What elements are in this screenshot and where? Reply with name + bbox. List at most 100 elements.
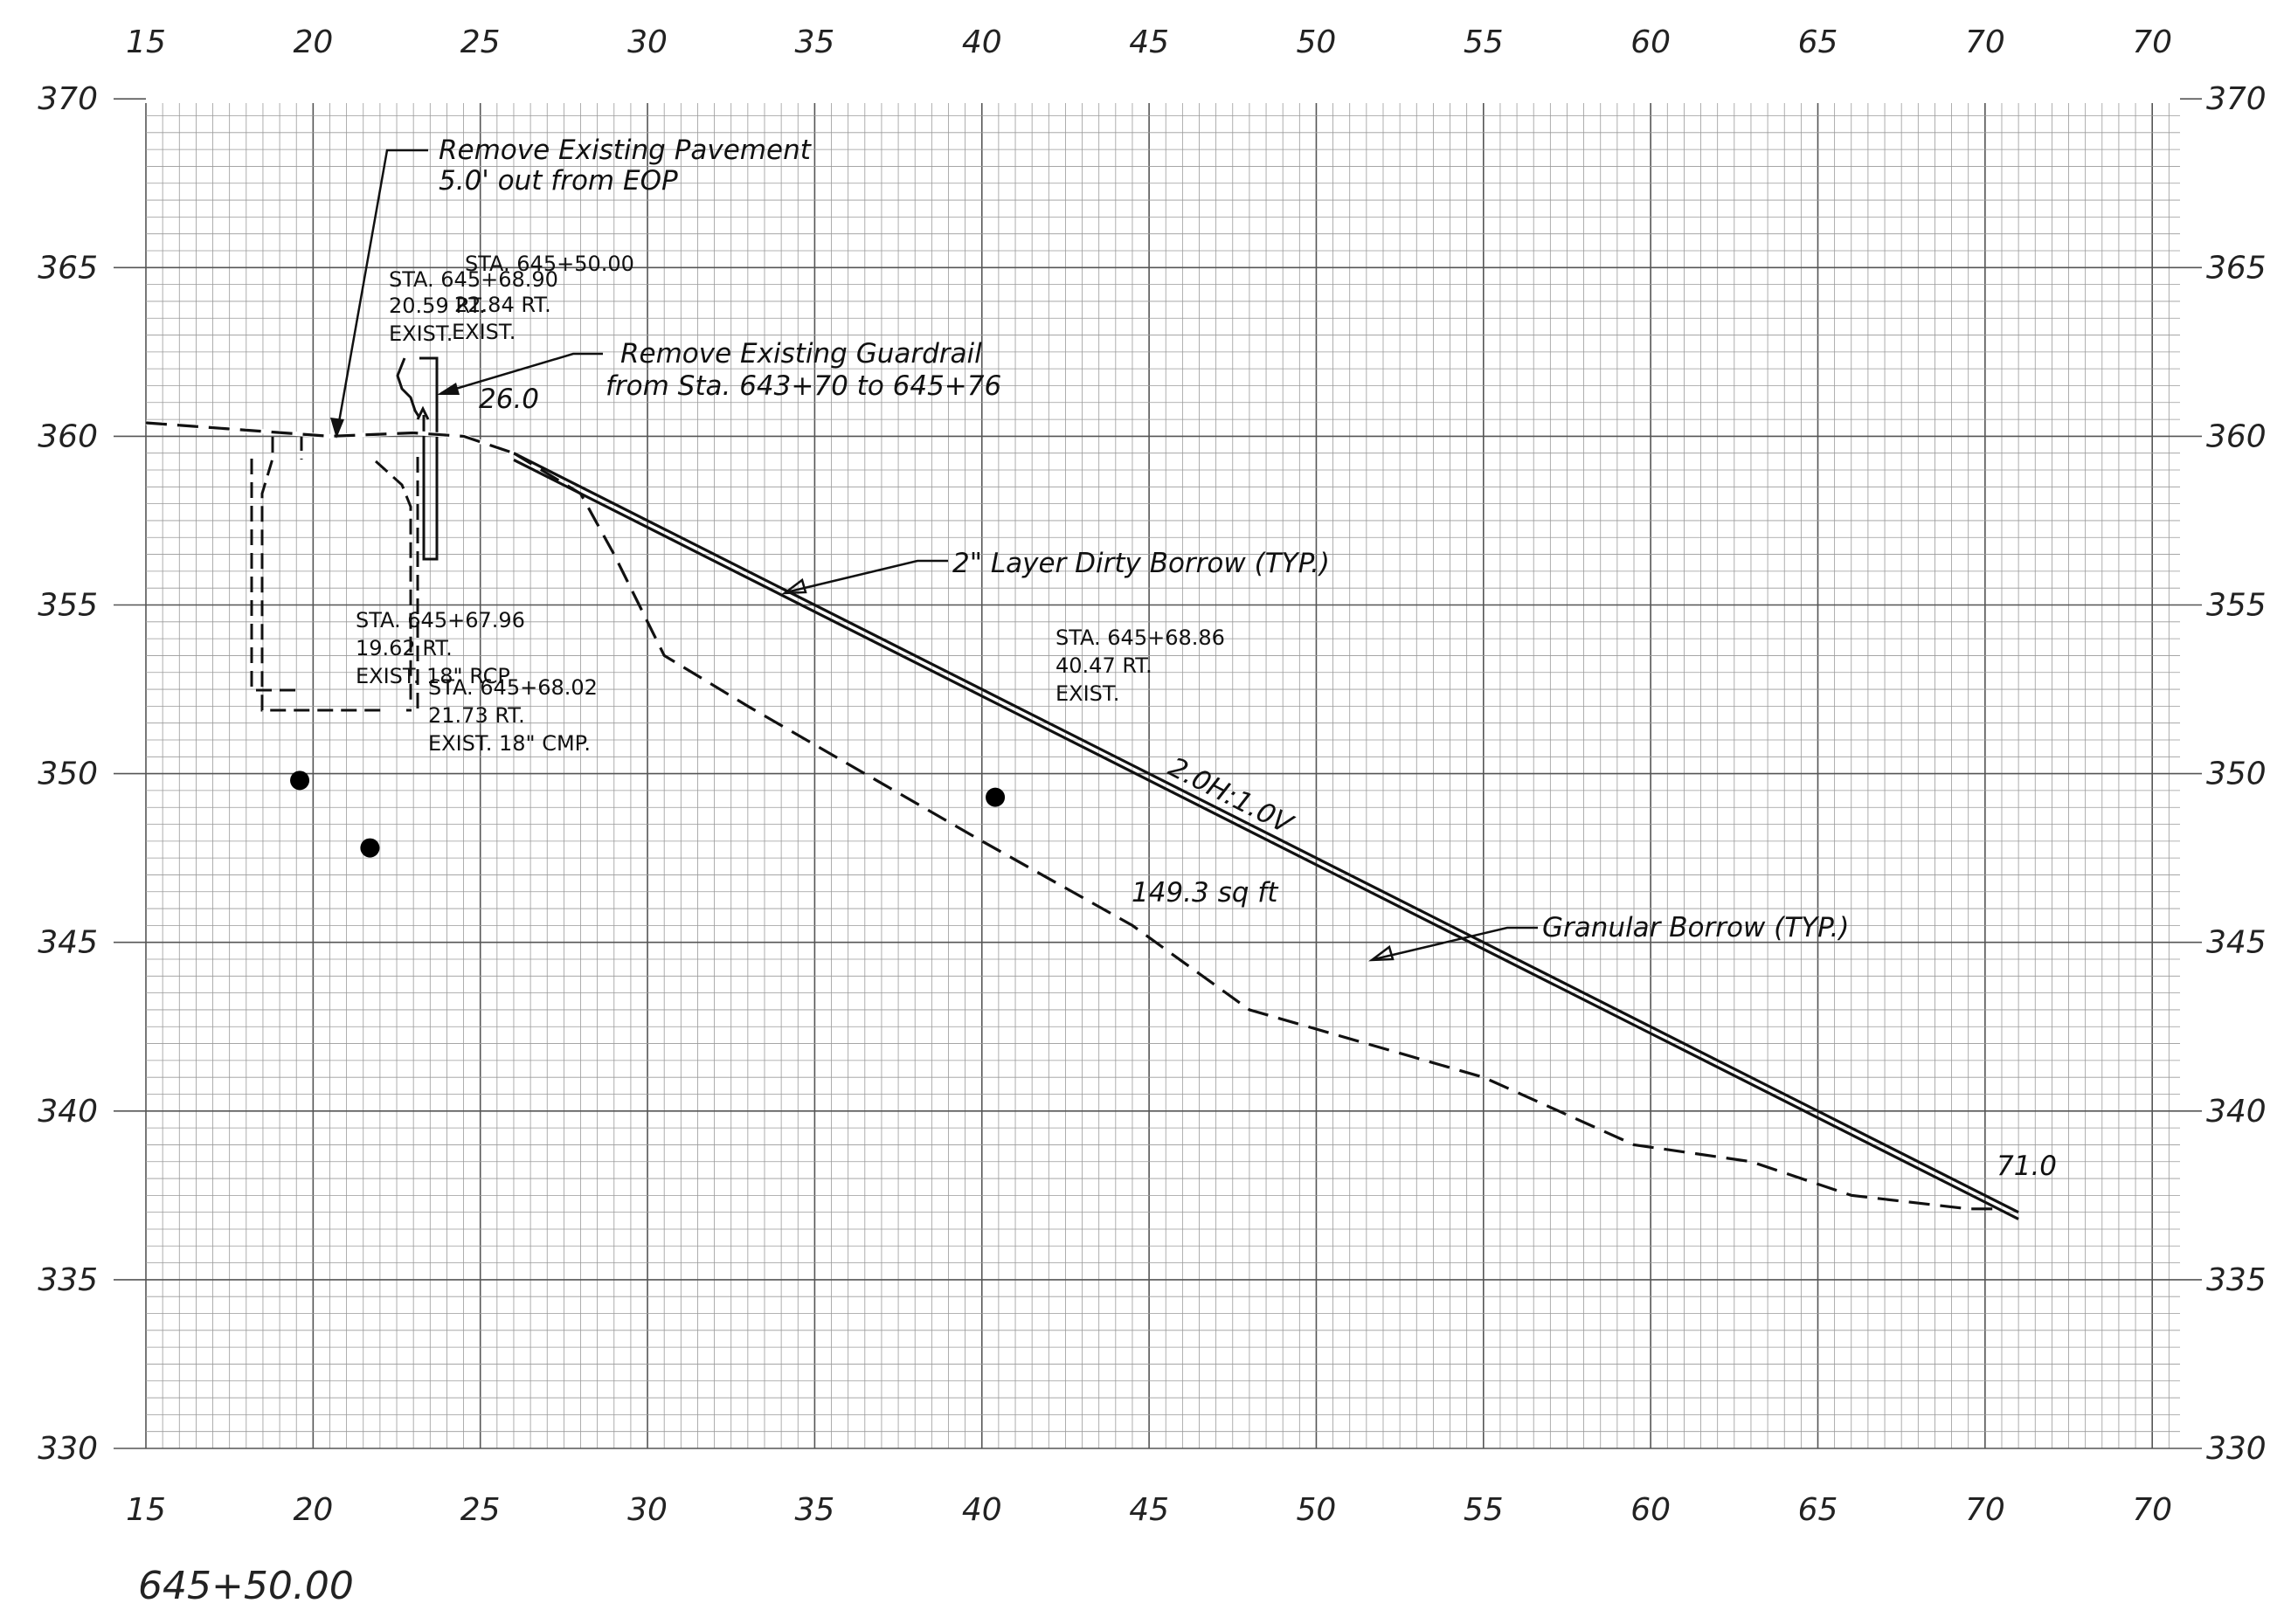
y-axis-left: 370 365 360 355 350 345 340 335 330 bbox=[38, 81, 146, 1467]
y-tick-label-left: 345 bbox=[38, 925, 98, 961]
y-tick-label-right: 345 bbox=[2206, 925, 2267, 961]
svg-text:40.47 RT.: 40.47 RT. bbox=[1055, 653, 1152, 678]
x-tick-label-top: 30 bbox=[627, 24, 668, 60]
guardrail-post bbox=[396, 356, 439, 561]
svg-text:EXIST.: EXIST. bbox=[452, 320, 516, 344]
svg-text:STA. 645+50.00: STA. 645+50.00 bbox=[465, 252, 634, 276]
svg-text:STA. 645+68.86: STA. 645+68.86 bbox=[1055, 625, 1225, 650]
note-remove-pavement-1: Remove Existing Pavement bbox=[439, 135, 813, 166]
y-tick-label-left: 350 bbox=[38, 757, 98, 792]
x-tick-label-bottom: 35 bbox=[794, 1492, 834, 1528]
y-tick-label-right: 350 bbox=[2206, 757, 2267, 792]
svg-text:EXIST. 18" CMP.: EXIST. 18" CMP. bbox=[428, 731, 591, 756]
leaders bbox=[330, 149, 1538, 962]
y-axis-right: 370 365 360 355 350 345 340 335 330 bbox=[2180, 81, 2267, 1467]
leader-dirty-borrow bbox=[786, 559, 948, 594]
right-end-offset: 71.0 bbox=[1997, 1151, 2057, 1182]
existing-point-marker bbox=[290, 771, 310, 791]
left-end-offset: 26.0 bbox=[479, 384, 539, 415]
existing-pavement-surface bbox=[145, 421, 515, 455]
svg-text:STA. 645+68.02: STA. 645+68.02 bbox=[428, 675, 598, 700]
svg-text:EXIST.: EXIST. bbox=[389, 321, 453, 346]
x-tick-label-bottom: 30 bbox=[627, 1492, 668, 1528]
existing-point-marker bbox=[986, 787, 1006, 807]
x-tick-label-bottom: 50 bbox=[1297, 1492, 1337, 1528]
dirty-borrow-layer-line bbox=[513, 458, 2019, 1220]
x-tick-label-top: 40 bbox=[962, 24, 1002, 60]
y-tick-label-left: 365 bbox=[38, 250, 98, 286]
note-dirty-borrow: 2" Layer Dirty Borrow (TYP.) bbox=[952, 548, 1330, 579]
y-tick-label-left: 330 bbox=[38, 1431, 98, 1467]
existing-ground-line bbox=[513, 452, 2002, 1211]
x-tick-label-bottom: 20 bbox=[293, 1492, 333, 1528]
area-label: 149.3 sq ft bbox=[1132, 877, 1279, 909]
x-tick-label-bottom: 65 bbox=[1798, 1492, 1838, 1528]
x-tick-label-top: 55 bbox=[1464, 24, 1504, 60]
x-tick-label-top: 50 bbox=[1297, 24, 1337, 60]
leader-guardrail bbox=[440, 352, 603, 395]
x-tick-label-top: 25 bbox=[460, 24, 501, 60]
x-tick-label-top: 70 bbox=[2132, 24, 2172, 60]
svg-text:STA. 645+67.96: STA. 645+67.96 bbox=[356, 608, 525, 632]
x-tick-label-top: 35 bbox=[794, 24, 834, 60]
existing-structures bbox=[250, 435, 419, 712]
y-tick-label-right: 370 bbox=[2206, 81, 2267, 117]
leader-granular-borrow bbox=[1374, 926, 1538, 961]
existing-point-marker bbox=[360, 838, 380, 858]
y-tick-label-right: 335 bbox=[2206, 1262, 2267, 1298]
svg-text:19.62 RT.: 19.62 RT. bbox=[356, 636, 453, 660]
y-tick-label-left: 370 bbox=[38, 81, 98, 117]
y-tick-label-right: 340 bbox=[2206, 1094, 2267, 1130]
leader-guardrail-arrowhead bbox=[437, 383, 460, 395]
x-tick-label-bottom: 70 bbox=[1965, 1492, 2005, 1528]
existing-pipe-rcp-outline bbox=[260, 437, 384, 712]
station-title: 645+50.00 bbox=[138, 1564, 354, 1608]
x-tick-label-top: 60 bbox=[1630, 24, 1671, 60]
y-tick-label-right: 365 bbox=[2206, 250, 2267, 286]
station-label-d: STA. 645+68.02 21.73 RT. EXIST. 18" CMP. bbox=[428, 675, 598, 756]
x-tick-label-bottom: 45 bbox=[1129, 1492, 1169, 1528]
ground-lines bbox=[145, 420, 2019, 1220]
svg-text:21.73 RT.: 21.73 RT. bbox=[428, 703, 525, 728]
existing-pipe-cmp-outline bbox=[250, 459, 412, 708]
leader-pavement-arrowhead bbox=[330, 418, 344, 439]
x-tick-label-bottom: 40 bbox=[962, 1492, 1002, 1528]
leader-pavement bbox=[335, 149, 428, 438]
station-label-b: STA. 645+68.90 20.59 RT. EXIST. bbox=[389, 267, 558, 346]
x-tick-label-top: 45 bbox=[1129, 24, 1169, 60]
leader-granular-borrow-arrowhead bbox=[1368, 944, 1395, 962]
note-remove-pavement-2: 5.0' out from EOP bbox=[439, 165, 678, 197]
y-tick-label-right: 355 bbox=[2206, 588, 2267, 624]
station-label-c: STA. 645+67.96 19.62 RT. EXIST. 18" RCP bbox=[356, 608, 525, 688]
x-tick-label-top: 70 bbox=[1965, 24, 2005, 60]
x-tick-label-bottom: 55 bbox=[1464, 1492, 1504, 1528]
x-tick-label-top: 65 bbox=[1798, 24, 1838, 60]
note-granular-borrow: Granular Borrow (TYP.) bbox=[1542, 912, 1850, 943]
x-tick-label-top: 15 bbox=[126, 24, 166, 60]
x-tick-label-bottom: 60 bbox=[1630, 1492, 1671, 1528]
grid bbox=[145, 103, 2180, 1449]
existing-points bbox=[290, 771, 1006, 858]
note-remove-guardrail-1: Remove Existing Guardrail bbox=[620, 338, 982, 370]
x-tick-label-bottom: 70 bbox=[2132, 1492, 2172, 1528]
svg-text:EXIST.: EXIST. bbox=[1055, 681, 1119, 706]
station-label-a: STA. 645+50.00 22.84 RT. EXIST. bbox=[452, 252, 634, 344]
note-remove-guardrail-2: from Sta. 643+70 to 645+76 bbox=[606, 370, 1001, 402]
existing-pipe-box-right bbox=[406, 457, 419, 712]
x-axis-bottom: 15 20 25 30 35 40 45 50 55 60 65 70 70 bbox=[126, 1492, 2172, 1528]
x-axis-top: 15 20 25 30 35 40 45 50 55 60 65 70 70 bbox=[126, 24, 2172, 60]
svg-text:22.84 RT.: 22.84 RT. bbox=[454, 293, 551, 317]
y-tick-label-left: 355 bbox=[38, 588, 98, 624]
svg-text:STA. 645+68.90: STA. 645+68.90 bbox=[389, 267, 558, 292]
station-label-e: STA. 645+68.86 40.47 RT. EXIST. bbox=[1055, 625, 1225, 706]
x-tick-label-top: 20 bbox=[293, 24, 333, 60]
y-tick-label-left: 360 bbox=[38, 418, 98, 454]
x-tick-label-bottom: 15 bbox=[126, 1492, 166, 1528]
y-tick-label-right: 360 bbox=[2206, 418, 2267, 454]
y-tick-label-left: 340 bbox=[38, 1094, 98, 1130]
x-tick-label-bottom: 25 bbox=[460, 1492, 501, 1528]
svg-text:EXIST. 18" RCP: EXIST. 18" RCP bbox=[356, 664, 510, 688]
y-tick-label-right: 330 bbox=[2206, 1431, 2267, 1467]
y-tick-label-left: 335 bbox=[38, 1262, 98, 1298]
